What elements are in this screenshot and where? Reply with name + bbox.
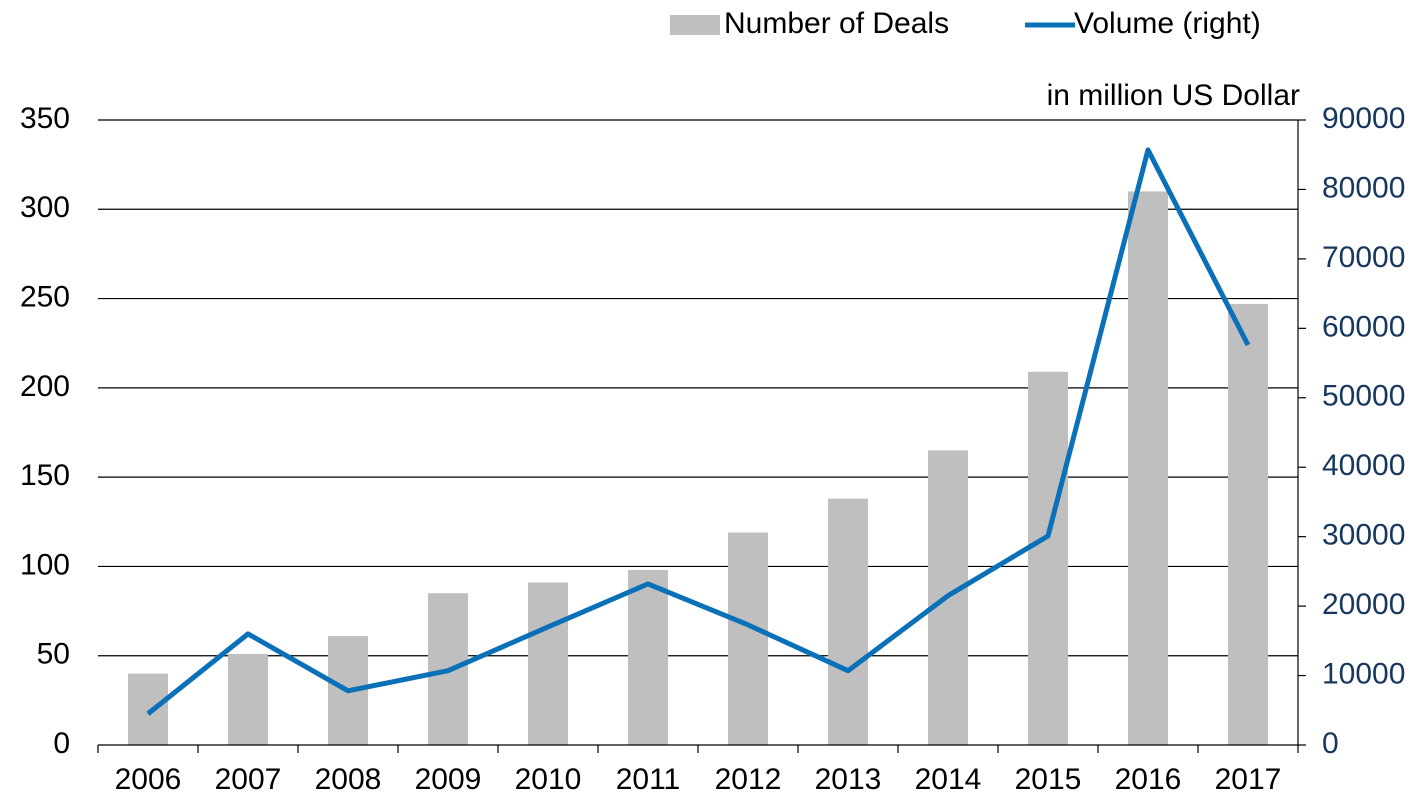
legend-swatch (670, 15, 720, 35)
bar (228, 653, 268, 745)
y2-tick-label: 90000 (1322, 102, 1405, 135)
x-tick-label: 2006 (115, 763, 182, 796)
bar (528, 582, 568, 745)
x-tick-label: 2009 (415, 763, 482, 796)
y-tick-label: 350 (20, 102, 70, 135)
x-tick-label: 2017 (1215, 763, 1282, 796)
y-tick-label: 300 (20, 191, 70, 224)
x-tick-label: 2008 (315, 763, 382, 796)
x-tick-label: 2012 (715, 763, 782, 796)
y-tick-label: 250 (20, 280, 70, 313)
y-tick-label: 150 (20, 459, 70, 492)
y2-tick-label: 40000 (1322, 449, 1405, 482)
bar (828, 498, 868, 745)
y2-tick-label: 70000 (1322, 241, 1405, 274)
bar (128, 673, 168, 745)
bar (628, 570, 668, 745)
x-tick-label: 2015 (1015, 763, 1082, 796)
y-tick-label: 50 (37, 638, 70, 671)
bar (1028, 371, 1068, 745)
y2-tick-label: 20000 (1322, 588, 1405, 621)
x-tick-label: 2011 (616, 763, 681, 796)
bar (728, 532, 768, 745)
bar (1228, 303, 1268, 745)
x-tick-label: 2014 (915, 763, 982, 796)
x-tick-label: 2016 (1115, 763, 1182, 796)
y-tick-label: 0 (53, 727, 70, 760)
y-tick-label: 200 (20, 370, 70, 403)
x-tick-label: 2010 (515, 763, 582, 796)
y2-tick-label: 0 (1322, 727, 1339, 760)
line (146, 147, 1251, 716)
y2-tick-label: 30000 (1322, 519, 1405, 552)
legend-label: Number of Deals (724, 7, 949, 40)
x-tick-label: 2013 (815, 763, 882, 796)
x-tick-label: 2007 (215, 763, 282, 796)
y2-axis-label: in million US Dollar (1047, 79, 1300, 112)
y2-tick-label: 60000 (1322, 310, 1405, 343)
y-tick-label: 100 (20, 548, 70, 581)
bar (1128, 191, 1168, 745)
legend-label: Volume (right) (1074, 7, 1261, 40)
y2-tick-label: 10000 (1322, 657, 1405, 690)
y2-tick-label: 50000 (1322, 380, 1405, 413)
y2-tick-label: 80000 (1322, 171, 1405, 204)
